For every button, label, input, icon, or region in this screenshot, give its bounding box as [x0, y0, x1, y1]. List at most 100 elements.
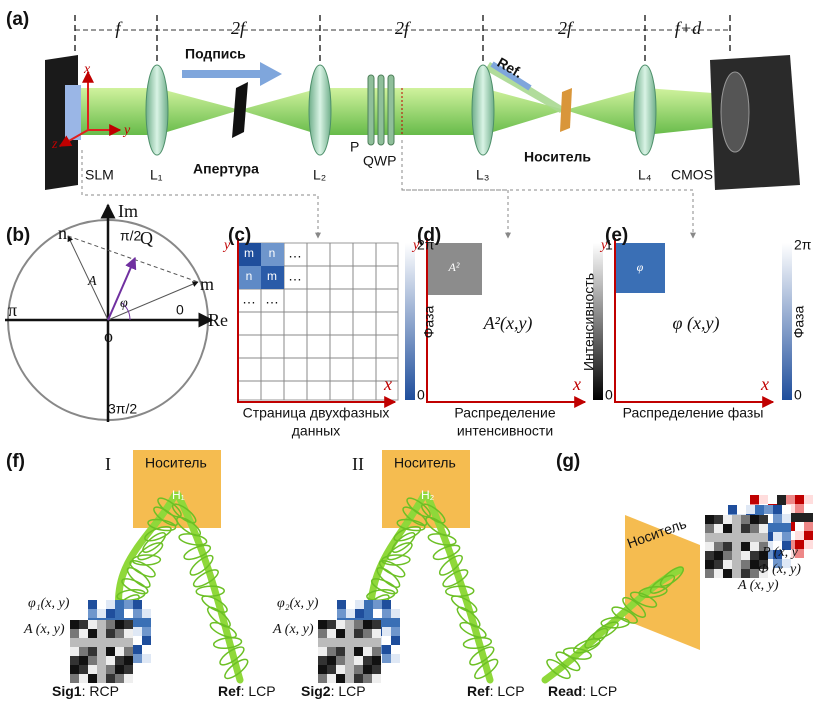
- page-pixel: [782, 523, 791, 532]
- page-pixel: [741, 524, 750, 533]
- page-pixel: [746, 505, 755, 514]
- page-pixel: [391, 600, 400, 609]
- page-pixel: [391, 618, 400, 627]
- page-pixel: [336, 656, 345, 665]
- page-pixel: [97, 674, 106, 683]
- page-pixel: [373, 609, 382, 618]
- page-pixel: [759, 533, 768, 542]
- axis-label: x: [83, 62, 91, 77]
- page-pixel: [97, 647, 106, 656]
- page-pixel: [732, 515, 741, 524]
- page-pixel: [88, 629, 97, 638]
- helix-loop: [132, 555, 160, 566]
- label: : RCP: [82, 683, 119, 699]
- page-pixel: [336, 638, 345, 647]
- amplitude-label: A (x, y): [23, 622, 65, 637]
- page-pixel: [391, 654, 400, 663]
- axis-label: y: [222, 238, 231, 253]
- page-pixel: [106, 674, 115, 683]
- circle-label: Q: [140, 228, 153, 248]
- page-pixel: [741, 515, 750, 524]
- page-pixel: [363, 656, 372, 665]
- page-pixel: [714, 515, 723, 524]
- page-pixel: [777, 495, 786, 504]
- amplitude-label: A (x, y): [272, 622, 314, 637]
- helix-loop: [125, 565, 153, 591]
- carrier-label: Носитель: [524, 149, 591, 165]
- page-pixel: [106, 629, 115, 638]
- page-pixel: [759, 524, 768, 533]
- page-pixel: [318, 629, 327, 638]
- page-pixel: [318, 647, 327, 656]
- distance-label: f+d: [675, 18, 702, 38]
- page-pixel: [373, 600, 382, 609]
- page-pixel: [782, 505, 791, 514]
- amplitude-label: A (x, y): [737, 578, 779, 593]
- page-pixel: [79, 665, 88, 674]
- signal-label: Sig2: LCP: [301, 683, 366, 699]
- carrier: [560, 88, 572, 132]
- page-pixel: [70, 674, 79, 683]
- page-pixel: [741, 560, 750, 569]
- page-pixel: [363, 629, 372, 638]
- page-pixel: [705, 533, 714, 542]
- page-pixel: [142, 636, 151, 645]
- page-pixel: [391, 627, 400, 636]
- page-pixel: [97, 620, 106, 629]
- axis-label: x: [572, 374, 581, 394]
- phase-label: φ₂(x, y): [277, 596, 319, 611]
- page-pixel: [88, 665, 97, 674]
- page-pixel: [363, 647, 372, 656]
- page-pixel: [97, 629, 106, 638]
- page-pixel: [768, 495, 777, 504]
- page-pixel: [705, 551, 714, 560]
- page-pixel: [88, 647, 97, 656]
- panel-label: (a): [6, 9, 29, 30]
- page-pixel: [723, 560, 732, 569]
- caption: Распределение: [454, 405, 556, 421]
- page-pixel: [372, 665, 381, 674]
- page-pixel: [705, 542, 714, 551]
- page-pixel: [142, 627, 151, 636]
- page-pixel: [382, 654, 391, 663]
- axis-label: y: [122, 123, 131, 138]
- phase-label: P (x, y: [761, 545, 799, 560]
- panel-label: (c): [228, 225, 251, 246]
- page-pixel: [723, 542, 732, 551]
- page-pixel: [723, 551, 732, 560]
- page-pixel: [382, 627, 391, 636]
- page-pixel: [786, 495, 795, 504]
- slm-label: SLM: [85, 167, 114, 183]
- page-pixel: [804, 549, 813, 558]
- axis-label: y: [599, 238, 608, 253]
- page-pixel: [124, 600, 133, 609]
- page-pixel: [133, 645, 142, 654]
- page-pixel: [714, 542, 723, 551]
- page-pixel: [755, 505, 764, 514]
- page-pixel: [345, 647, 354, 656]
- label: : LCP: [490, 683, 525, 699]
- page-pixel: [714, 560, 723, 569]
- page-pixel: [750, 495, 759, 504]
- helix-loop: [196, 586, 224, 597]
- formula: A²(x,y): [483, 313, 533, 334]
- page-pixel: [732, 560, 741, 569]
- panel-label: (g): [556, 451, 580, 472]
- page-pixel: [318, 620, 327, 629]
- page-pixel: [79, 620, 88, 629]
- page-pixel: [124, 629, 133, 638]
- page-pixel: [750, 542, 759, 551]
- page-pixel: [345, 665, 354, 674]
- page-pixel: [354, 674, 363, 683]
- page-pixel: [106, 656, 115, 665]
- page-pixel: [804, 540, 813, 549]
- colorbar-label: 0: [605, 387, 613, 403]
- page-pixel: [133, 600, 142, 609]
- page-pixel: [773, 514, 782, 523]
- block-label: φ: [637, 260, 644, 274]
- page-pixel: [759, 495, 768, 504]
- numeral: I: [105, 454, 111, 474]
- circle-label: o: [104, 326, 113, 346]
- carrier-label: Носитель: [145, 455, 207, 471]
- page-pixel: [88, 620, 97, 629]
